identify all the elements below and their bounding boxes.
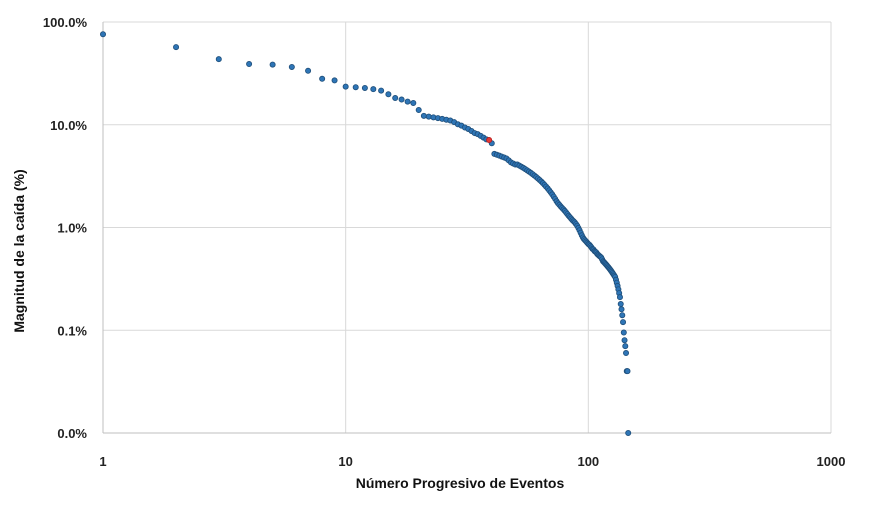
data-point	[622, 343, 629, 350]
data-point	[370, 86, 377, 93]
highlighted-data-point	[486, 137, 493, 144]
y-tick-label: 0.1%	[57, 323, 87, 338]
y-axis-title: Magnitud de la caída (%)	[11, 169, 27, 332]
data-point	[269, 61, 276, 68]
data-point	[305, 67, 312, 74]
data-point	[246, 61, 253, 68]
data-point	[100, 31, 107, 38]
tick-labels: 0.0% 0.1% 1.0% 10.0% 100.0% 1 10 100 1000	[43, 15, 846, 469]
x-tick-label: 1000	[817, 454, 846, 469]
data-point	[620, 319, 627, 326]
data-point	[619, 312, 626, 319]
data-point	[398, 96, 405, 103]
data-points	[100, 31, 632, 436]
data-point	[404, 98, 411, 105]
data-point	[625, 429, 632, 436]
data-point	[378, 87, 385, 94]
data-point	[623, 350, 630, 357]
axes	[102, 22, 831, 434]
data-point	[420, 112, 427, 119]
y-tick-label: 10.0%	[50, 118, 87, 133]
y-tick-label: 0.0%	[57, 426, 87, 441]
data-point	[352, 84, 359, 91]
x-tick-label: 1	[99, 454, 106, 469]
x-axis-title: Número Progresivo de Eventos	[356, 475, 565, 491]
data-point	[617, 301, 624, 308]
x-tick-label: 10	[338, 454, 352, 469]
data-point	[361, 84, 368, 91]
data-point	[415, 107, 422, 114]
data-point	[624, 368, 631, 375]
data-point	[385, 91, 392, 98]
y-tick-label: 100.0%	[43, 15, 88, 30]
y-tick-label: 1.0%	[57, 221, 87, 236]
data-point	[331, 77, 338, 84]
data-point	[410, 99, 417, 106]
data-point	[392, 95, 399, 102]
data-point	[621, 337, 628, 344]
data-point	[173, 44, 180, 51]
data-point	[616, 294, 623, 301]
data-point	[288, 63, 295, 70]
data-point	[620, 329, 627, 336]
data-point	[319, 75, 326, 82]
grid	[102, 21, 832, 434]
data-point	[215, 56, 222, 63]
x-tick-label: 100	[577, 454, 599, 469]
data-point	[342, 83, 349, 90]
data-point	[618, 306, 625, 313]
